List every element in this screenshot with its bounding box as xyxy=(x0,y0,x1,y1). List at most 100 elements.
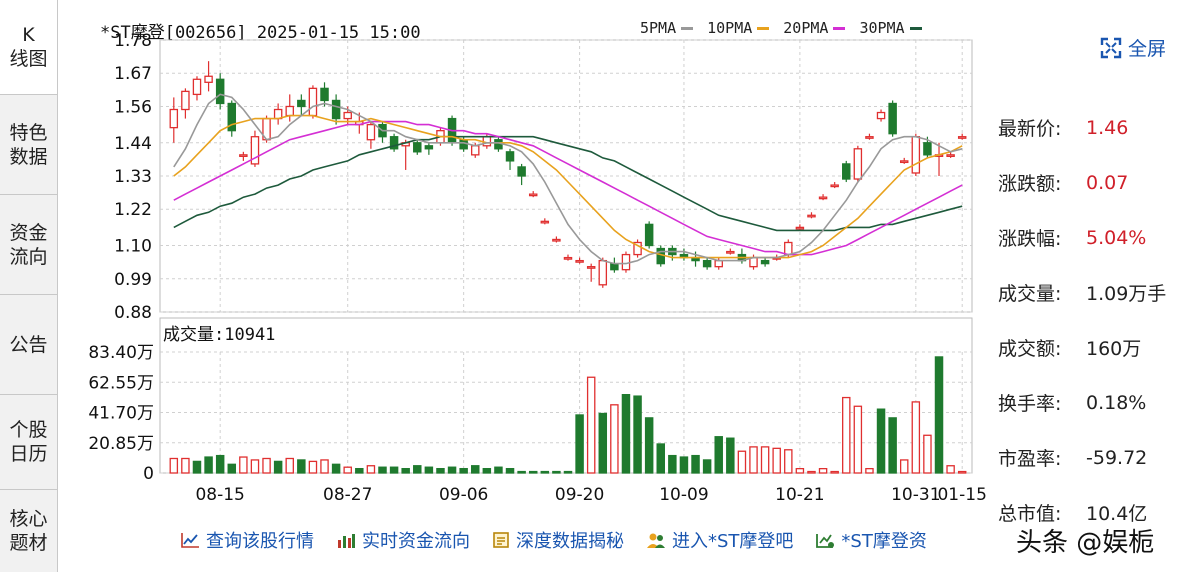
quote-row-volume: 成交量: 1.09万手 xyxy=(998,265,1198,320)
sidebar: K 线图 特色 数据 资金 流向 公告 个股 日历 核心 题材 xyxy=(0,0,58,572)
volume-bar xyxy=(239,456,248,474)
candle-body xyxy=(424,145,434,150)
quote-row-pe: 市盈率: -59.72 xyxy=(998,430,1198,485)
tab-core-theme[interactable]: 核心 题材 xyxy=(0,490,57,572)
legend-label-ma10: 10PMA xyxy=(707,19,753,37)
tab-announcement[interactable]: 公告 xyxy=(0,295,57,395)
volume-bar xyxy=(610,404,619,474)
tab-kline-bottom: 线图 xyxy=(9,48,48,70)
query-quote-link[interactable]: 查询该股行情 xyxy=(180,527,314,553)
community-icon xyxy=(647,533,665,548)
price-y-tick-label: 1.33 xyxy=(114,167,152,187)
candle-body xyxy=(389,136,399,150)
candle-body xyxy=(644,223,654,247)
volume-bar xyxy=(204,456,213,474)
quote-label: 成交额: xyxy=(998,338,1062,360)
volume-bar xyxy=(563,470,573,474)
price-y-tick-label: 1.10 xyxy=(114,237,152,257)
volume-bar xyxy=(308,460,318,474)
price-y-tick-label: 1.78 xyxy=(114,31,152,51)
tab-feature-data[interactable]: 特色 数据 xyxy=(0,95,57,195)
quote-label: 涨跌幅: xyxy=(998,228,1062,250)
tab-stock-calendar[interactable]: 个股 日历 xyxy=(0,395,57,490)
volume-bar xyxy=(447,466,457,474)
volume-y-tick-label: 83.40万 xyxy=(88,343,154,363)
candle-body xyxy=(899,160,909,164)
quote-value: 10.4亿 xyxy=(1086,503,1148,525)
volume-bar xyxy=(679,456,689,474)
volume-bar xyxy=(169,457,179,474)
fund-flow-link[interactable]: 实时资金流向 xyxy=(336,527,470,553)
stock-bar-link[interactable]: 进入*ST摩登吧 xyxy=(646,527,793,553)
volume-bar xyxy=(911,401,921,474)
fullscreen-button[interactable]: 全屏 xyxy=(1100,34,1166,61)
volume-bar xyxy=(540,470,550,474)
ma30-line xyxy=(173,135,963,232)
legend-swatch-ma5 xyxy=(681,26,694,30)
volume-bar xyxy=(528,470,538,474)
quote-value: 5.04% xyxy=(1086,226,1147,249)
x-tick-label: 10-09 xyxy=(659,485,708,505)
expand-icon xyxy=(1100,37,1122,58)
volume-y-tick-label: 62.55万 xyxy=(88,373,154,393)
volume-bar xyxy=(250,459,260,474)
price-y-ticks: 1.78 1.67 1.56 1.44 1.33 1.22 1.10 0.99 0.88 xyxy=(114,31,152,323)
quote-value: 1.09万手 xyxy=(1086,283,1167,305)
candle-body xyxy=(876,111,886,120)
price-y-tick-label: 1.44 xyxy=(114,134,152,154)
candle-body xyxy=(482,136,492,147)
quote-row-change: 涨跌额: 0.07 xyxy=(998,155,1198,210)
candle-body xyxy=(505,151,515,162)
volume-bar xyxy=(586,376,596,474)
candle-body xyxy=(517,166,526,177)
volume-bar xyxy=(923,434,932,474)
tab-fund-flow[interactable]: 资金 流向 xyxy=(0,195,57,295)
deep-data-link[interactable]: 深度数据揭秘 xyxy=(492,527,624,553)
candle-body xyxy=(343,111,352,120)
fund-info-link[interactable]: *ST摩登资 xyxy=(815,527,927,553)
volume-bar xyxy=(737,450,747,474)
fund-info-label: *ST摩登资 xyxy=(841,531,927,552)
volume-bar xyxy=(876,408,886,474)
tab-kline[interactable]: K 线图 xyxy=(0,0,57,95)
tab-core-bottom: 题材 xyxy=(9,532,48,554)
volume-bar xyxy=(517,470,526,474)
candle-body xyxy=(575,259,584,263)
candle-body xyxy=(923,142,932,156)
candle-body xyxy=(830,184,839,188)
volume-bar xyxy=(633,395,642,474)
quote-label: 总市值: xyxy=(998,503,1062,525)
volume-bar xyxy=(621,394,631,474)
candle-body xyxy=(784,241,793,256)
bottom-toolbar: 查询该股行情 实时资金流向 深度数据揭秘 进入*ST摩登吧 *ST摩登资 xyxy=(180,527,927,553)
volume-bar xyxy=(343,466,352,474)
volume-bar xyxy=(784,449,793,474)
volume-bar xyxy=(957,470,967,474)
quote-row-price: 最新价: 1.46 xyxy=(998,100,1198,155)
candle-body xyxy=(795,226,805,230)
fund-flow-label: 实时资金流向 xyxy=(362,531,470,552)
x-tick-label: 09-20 xyxy=(555,485,604,505)
candle-body xyxy=(366,123,376,141)
candle-body xyxy=(331,99,341,120)
volume-bar xyxy=(702,459,712,474)
legend-item-ma20: 20PMA xyxy=(783,19,846,37)
candle-body xyxy=(807,214,816,218)
price-y-tick-label: 1.22 xyxy=(114,200,152,220)
line-chart-icon xyxy=(181,533,199,548)
candle-body xyxy=(633,241,642,256)
candle-body xyxy=(552,238,561,242)
candle-body xyxy=(598,259,608,286)
volume-bar xyxy=(691,454,700,474)
fund-icon xyxy=(816,534,835,548)
volume-bar xyxy=(494,466,503,474)
volume-bar xyxy=(714,436,723,474)
volume-bar xyxy=(378,466,387,474)
volume-bar xyxy=(459,467,468,474)
volume-bar xyxy=(668,454,677,474)
legend-swatch-ma30 xyxy=(909,26,922,30)
quote-value: 0.07 xyxy=(1086,171,1129,194)
volume-bar xyxy=(389,466,399,474)
deep-data-label: 深度数据揭秘 xyxy=(516,531,624,552)
volume-bar xyxy=(320,459,329,474)
